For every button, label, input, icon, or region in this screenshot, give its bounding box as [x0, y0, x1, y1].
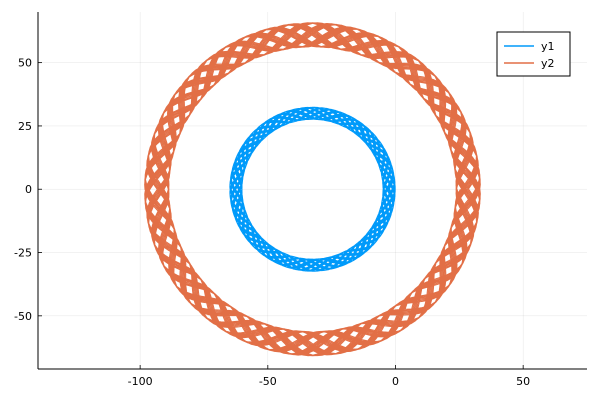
y-tick-label: -25 — [14, 247, 32, 260]
x-tick-label: -50 — [259, 375, 277, 388]
x-tick-label: -100 — [128, 375, 153, 388]
x-tick-label: 0 — [392, 375, 399, 388]
y-tick-label: 50 — [18, 57, 32, 70]
legend-box — [496, 31, 571, 77]
series-y1 — [229, 106, 396, 272]
y-tick-label: -50 — [14, 310, 32, 323]
series-line — [229, 106, 396, 272]
grid-lines — [38, 12, 587, 369]
legend-label-y1: y1 — [541, 40, 555, 53]
series-y2 — [144, 22, 481, 357]
y-tick-label: 25 — [18, 120, 32, 133]
y-tick-label: 0 — [25, 183, 32, 196]
legend-label-y2: y2 — [541, 57, 555, 70]
x-tick-label: 50 — [516, 375, 530, 388]
tick-labels: -100 -50 0 50 -50 -25 0 25 50 — [14, 57, 530, 388]
series-line — [144, 22, 481, 357]
series-lines — [144, 22, 481, 357]
axes — [37, 12, 587, 370]
